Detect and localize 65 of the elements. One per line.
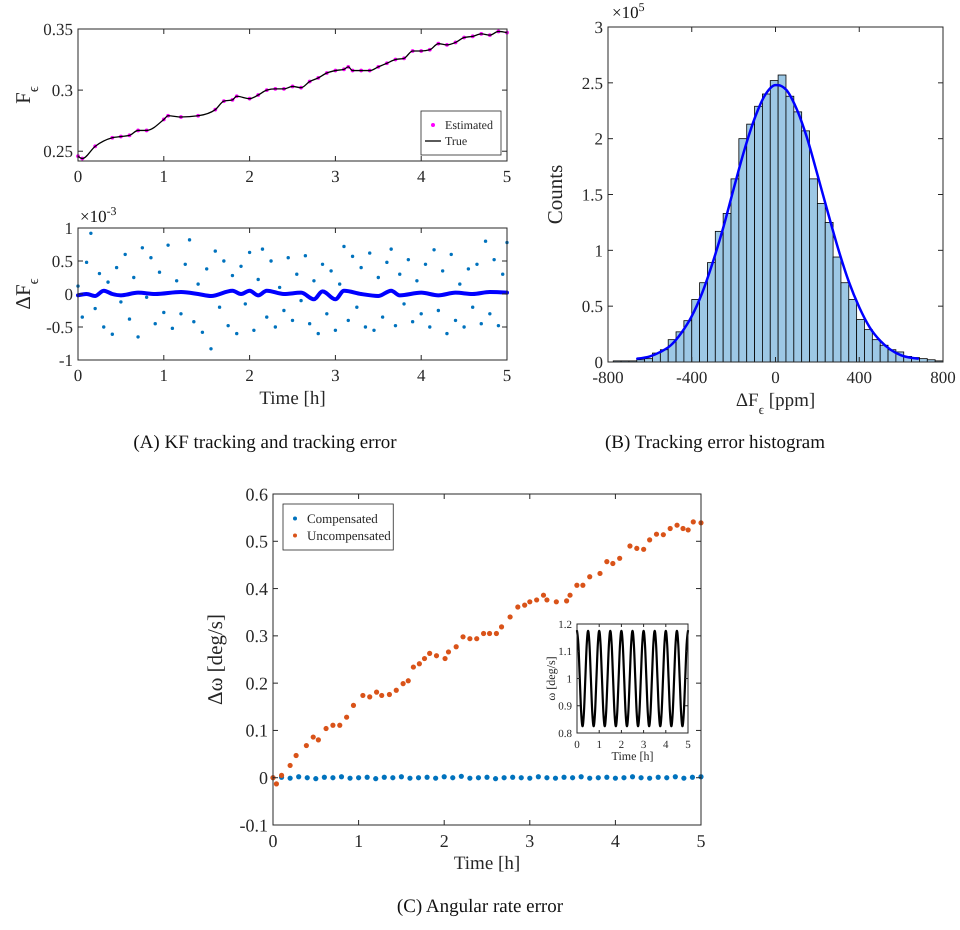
legend-label: Compensated [307,511,378,526]
x-tick-label: 5 [502,167,512,186]
y-tick-label: 0.5 [582,297,603,316]
text: ×10$^{5}$ [612,0,645,22]
y-tick-label: 0.3 [246,626,268,646]
text: (B) Tracking error histogram [604,432,826,453]
x-tick-label: 4 [416,366,426,385]
y-tick-label: -1 [58,350,73,370]
x-axis-title: Time [h] [612,749,654,763]
x-tick-label: 5 [685,739,692,751]
x-axis-title: Time [h] [454,853,520,874]
y-tick-label: 1 [566,673,572,686]
y-tick-label: 2.5 [582,74,603,93]
y-tick-label: 0.5 [52,252,73,271]
x-tick-label: 5 [696,831,706,851]
y-tick-label: 0.1 [246,720,268,741]
y-axis-title: Δω [deg/s] [203,614,227,705]
x-tick-label: -400 [676,368,708,387]
y-tick-label: 0 [64,284,73,304]
y-tick-label: 0.9 [558,700,572,713]
y-tick-label: 0.25 [43,142,73,162]
x-tick-label: 3 [331,366,340,385]
y-tick-label: 1 [64,218,73,238]
text: ×10$^{-3}$ [80,204,117,226]
x-tick-label: 3 [331,167,340,186]
x-tick-label: 4 [610,831,620,851]
x-tick-label: 1 [354,831,364,851]
x-tick-label: 1 [160,167,168,186]
x-tick-label: 4 [663,739,670,751]
x-tick-label: 0 [771,368,780,387]
legend-label: Estimated [445,118,493,132]
y-tick-label: 0.3 [52,81,73,100]
y-tick-label: -0.5 [46,318,73,337]
y-tick-label: 1.1 [558,646,572,658]
y-tick-label: 0.8 [558,728,572,740]
legend-label: True [445,134,468,148]
y-tick-label: 1.2 [558,618,572,631]
x-tick-label: 2 [440,831,449,851]
legend-label: Uncompensated [307,528,392,544]
x-axis-title: ΔF$_{ϵ}$ [ppm] [736,390,816,416]
x-tick-label: 5 [502,366,512,385]
x-tick-label: 3 [640,739,647,751]
x-tick-label: 0 [574,739,580,751]
x-axis-title: Time [h] [259,388,326,409]
x-tick-label: 3 [525,831,534,851]
x-tick-label: 800 [930,368,956,387]
y-tick-label: 3 [594,18,603,37]
x-tick-label: 4 [416,167,426,186]
x-tick-label: 1 [160,366,168,385]
y-tick-label: 0.4 [246,578,268,599]
text: (C) Angular rate error [396,896,564,917]
y-tick-label: 2 [594,130,603,149]
y-tick-label: 0.5 [246,532,268,552]
y-tick-label: 0 [259,768,268,788]
y-axis-title: ω [deg/s] [544,656,558,701]
y-tick-label: -0.1 [240,815,268,836]
y-tick-label: 0.2 [246,673,268,694]
x-tick-label: 2 [618,739,624,751]
y-tick-label: 0.6 [246,484,268,504]
y-tick-label: 1.5 [582,185,603,204]
y-tick-label: 0.35 [43,20,73,39]
x-tick-label: 400 [846,368,872,387]
text: (A) KF tracking and tracking error [133,432,398,453]
y-axis-title: Counts [543,164,567,224]
y-tick-label: 1 [594,241,603,260]
